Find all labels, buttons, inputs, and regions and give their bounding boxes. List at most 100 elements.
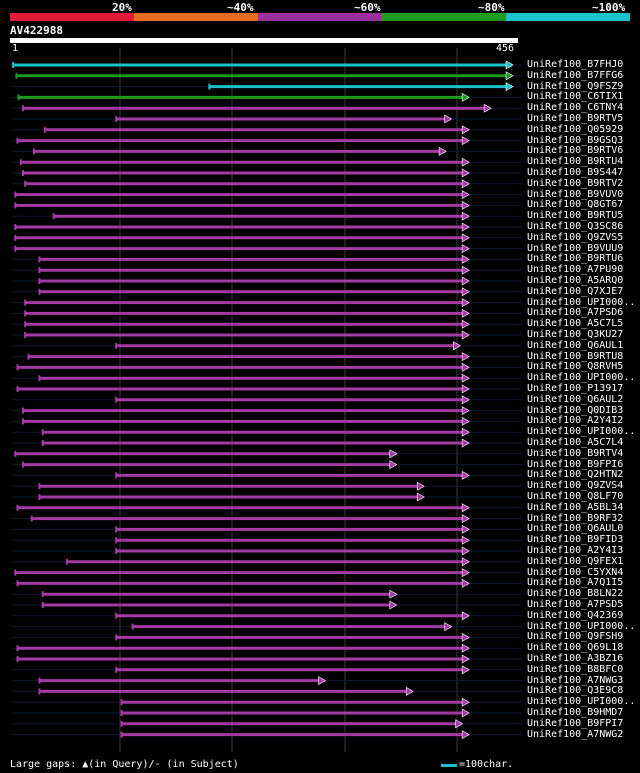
hit-row[interactable] bbox=[12, 265, 522, 275]
hit-label[interactable]: UniRef100_B8LN22 bbox=[527, 588, 624, 600]
hit-row[interactable] bbox=[12, 233, 522, 243]
hit-label[interactable]: UniRef100_A7NWG3 bbox=[527, 674, 624, 686]
hit-label[interactable]: UniRef100_Q0DIB3 bbox=[527, 404, 624, 416]
hit-row[interactable] bbox=[12, 632, 522, 642]
hit-row[interactable] bbox=[12, 146, 522, 156]
hit-row[interactable] bbox=[12, 179, 522, 189]
hit-label[interactable]: UniRef100_B9RTV5 bbox=[527, 113, 624, 124]
hit-label[interactable]: UniRef100_Q05929 bbox=[527, 123, 624, 135]
hit-label[interactable]: UniRef100_Q9FSZ9 bbox=[527, 80, 624, 92]
hit-label[interactable]: UniRef100_Q8LF70 bbox=[527, 491, 624, 502]
hit-row[interactable] bbox=[12, 103, 522, 113]
hit-row[interactable] bbox=[12, 600, 522, 610]
hit-label[interactable]: UniRef100_UPI000.. bbox=[527, 426, 636, 438]
hit-row[interactable] bbox=[12, 276, 522, 286]
hit-label[interactable]: UniRef100_B9RTV6 bbox=[527, 145, 624, 157]
hit-row[interactable] bbox=[12, 589, 522, 599]
hit-label[interactable]: UniRef100_Q3KU27 bbox=[527, 329, 624, 340]
hit-row[interactable] bbox=[12, 665, 522, 675]
hit-label[interactable]: UniRef100_Q2HTN2 bbox=[527, 469, 624, 481]
hit-row[interactable] bbox=[12, 211, 522, 221]
hit-label[interactable]: UniRef100_B9FID3 bbox=[527, 534, 624, 546]
hit-label[interactable]: UniRef100_B9HMD7 bbox=[527, 707, 624, 718]
hit-row[interactable] bbox=[12, 114, 522, 124]
hit-row[interactable] bbox=[12, 708, 522, 718]
hit-row[interactable] bbox=[12, 654, 522, 664]
hit-row[interactable] bbox=[12, 136, 522, 146]
hit-label[interactable]: UniRef100_A7NWG2 bbox=[527, 728, 624, 740]
hit-label[interactable]: UniRef100_A7PSD5 bbox=[527, 599, 624, 610]
hit-row[interactable] bbox=[12, 686, 522, 696]
hit-label[interactable]: UniRef100_Q42369 bbox=[527, 609, 624, 621]
hit-label[interactable]: UniRef100_Q3E9C8 bbox=[527, 685, 624, 697]
hit-label[interactable]: UniRef100_B9RTV2 bbox=[527, 177, 624, 189]
hit-label[interactable]: UniRef100_A5C7L5 bbox=[527, 318, 624, 330]
hit-label[interactable]: UniRef100_B9RTU5 bbox=[527, 210, 624, 222]
hit-label[interactable]: UniRef100_A7PU90 bbox=[527, 264, 624, 276]
hit-row[interactable] bbox=[12, 557, 522, 567]
hit-row[interactable] bbox=[12, 622, 522, 632]
hit-row[interactable] bbox=[12, 481, 522, 491]
hit-row[interactable] bbox=[12, 352, 522, 362]
hit-label[interactable]: UniRef100_B9VUU9 bbox=[527, 242, 624, 254]
hit-label[interactable]: UniRef100_B9S447 bbox=[527, 167, 624, 178]
hit-label[interactable]: UniRef100_Q8GT67 bbox=[527, 199, 624, 211]
hit-row[interactable] bbox=[12, 697, 522, 707]
hit-row[interactable] bbox=[12, 438, 522, 448]
hit-label[interactable]: UniRef100_A2Y4I3 bbox=[527, 545, 624, 556]
hit-label[interactable]: UniRef100_Q9ZVS5 bbox=[527, 231, 624, 243]
hit-row[interactable] bbox=[12, 373, 522, 383]
hit-row[interactable] bbox=[12, 460, 522, 470]
hit-label[interactable]: UniRef100_A3BZ16 bbox=[527, 653, 624, 664]
hit-label[interactable]: UniRef100_B9RTU8 bbox=[527, 350, 624, 362]
hit-row[interactable] bbox=[12, 287, 522, 297]
hit-row[interactable] bbox=[12, 535, 522, 545]
hit-label[interactable]: UniRef100_C6TNY4 bbox=[527, 102, 624, 114]
hit-row[interactable] bbox=[12, 60, 522, 70]
hit-label[interactable]: UniRef100_Q7XJE7 bbox=[527, 285, 624, 297]
hit-label[interactable]: UniRef100_B9RTU6 bbox=[527, 253, 624, 265]
hit-row[interactable] bbox=[12, 92, 522, 102]
hit-row[interactable] bbox=[12, 719, 522, 729]
hit-label[interactable]: UniRef100_A5C7L4 bbox=[527, 437, 624, 448]
hit-row[interactable] bbox=[12, 298, 522, 308]
hit-row[interactable] bbox=[12, 611, 522, 621]
hit-label[interactable]: UniRef100_B9FPI6 bbox=[527, 458, 624, 470]
hit-row[interactable] bbox=[12, 643, 522, 653]
hit-row[interactable] bbox=[12, 200, 522, 210]
hit-row[interactable] bbox=[12, 254, 522, 264]
hit-row[interactable] bbox=[12, 384, 522, 394]
hit-row[interactable] bbox=[12, 308, 522, 318]
hit-label[interactable]: UniRef100_UPI000.. bbox=[527, 372, 636, 384]
hit-row[interactable] bbox=[12, 125, 522, 135]
hit-row[interactable] bbox=[12, 514, 522, 524]
hit-row[interactable] bbox=[12, 222, 522, 232]
hit-row[interactable] bbox=[12, 524, 522, 534]
hit-label[interactable]: UniRef100_Q9FSH9 bbox=[527, 631, 624, 643]
hit-label[interactable]: UniRef100_B9VUV0 bbox=[527, 188, 624, 200]
hit-label[interactable]: UniRef100_P13917 bbox=[527, 383, 624, 394]
hit-row[interactable] bbox=[12, 319, 522, 329]
hit-row[interactable] bbox=[12, 82, 522, 92]
hit-label[interactable]: UniRef100_B7FFG6 bbox=[527, 69, 624, 81]
hit-row[interactable] bbox=[12, 168, 522, 178]
hit-row[interactable] bbox=[12, 470, 522, 480]
hit-row[interactable] bbox=[12, 568, 522, 578]
query-id[interactable]: AV422988 bbox=[10, 24, 63, 37]
hit-label[interactable]: UniRef100_Q3SC86 bbox=[527, 221, 624, 232]
hit-label[interactable]: UniRef100_B9RTV4 bbox=[527, 447, 624, 459]
hit-label[interactable]: UniRef100_A2Y4I2 bbox=[527, 415, 624, 427]
hit-label[interactable]: UniRef100_B7FHJ0 bbox=[527, 59, 624, 70]
hit-label[interactable]: UniRef100_B8BFC0 bbox=[527, 663, 624, 675]
hit-label[interactable]: UniRef100_B9FPI7 bbox=[527, 717, 624, 729]
hit-row[interactable] bbox=[12, 546, 522, 556]
hit-label[interactable]: UniRef100_UPI000.. bbox=[527, 696, 636, 708]
hit-label[interactable]: UniRef100_Q8RVH5 bbox=[527, 361, 624, 373]
hit-label[interactable]: UniRef100_Q6AUL0 bbox=[527, 523, 624, 535]
hit-label[interactable]: UniRef100_Q6AUL2 bbox=[527, 393, 624, 405]
hit-label[interactable]: UniRef100_C5YXN4 bbox=[527, 566, 624, 578]
hit-label[interactable]: UniRef100_B9RF32 bbox=[527, 512, 624, 524]
hit-row[interactable] bbox=[12, 341, 522, 351]
hit-label[interactable]: UniRef100_Q9ZVS4 bbox=[527, 480, 624, 492]
hit-row[interactable] bbox=[12, 492, 522, 502]
